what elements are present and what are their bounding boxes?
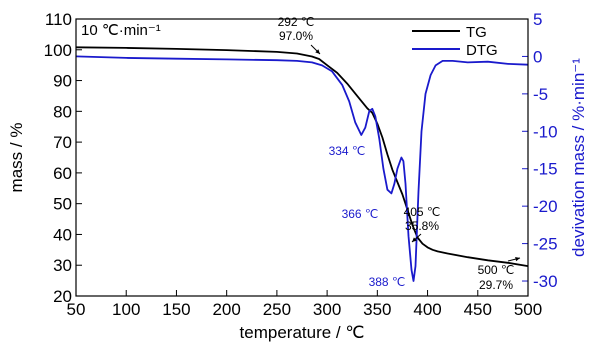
series-tg-line xyxy=(75,46,529,267)
y2-tick-label: -10 xyxy=(533,122,558,141)
y-tick-label: 110 xyxy=(45,10,72,29)
y2-tick-label: -5 xyxy=(533,85,548,104)
annotation-label: 334 ℃ xyxy=(329,144,366,158)
annotation-label: 388 ℃ xyxy=(369,275,406,289)
y2-tick-label: -30 xyxy=(533,272,558,291)
plot-frame xyxy=(75,18,529,297)
annotation-arrowhead xyxy=(515,256,520,262)
x-tick-label: 400 xyxy=(413,300,441,319)
annotation-label: 292 ℃ xyxy=(278,15,315,29)
y-tick-label: 60 xyxy=(53,164,72,183)
annotation-value: 35.8% xyxy=(405,219,439,233)
y-tick-label: 70 xyxy=(53,133,72,152)
y-tick-label: 20 xyxy=(53,287,72,306)
x-tick-label: 100 xyxy=(112,300,140,319)
annotation-label: 366 ℃ xyxy=(342,207,379,221)
legend-dtg-label: DTG xyxy=(466,42,498,59)
x-tick-label: 50 xyxy=(67,300,86,319)
x-tick-label: 200 xyxy=(212,300,240,319)
annotation-label: 405 ℃ xyxy=(404,205,441,219)
y-axis-title: mass / % xyxy=(7,123,26,193)
annotation-label: 500 ℃ xyxy=(478,263,515,277)
series-dtg-line xyxy=(75,55,529,282)
annotation-arrowhead xyxy=(315,49,320,54)
annotation-value: 97.0% xyxy=(279,29,313,43)
y2-tick-label: 5 xyxy=(533,10,542,29)
legend-tg-label: TG xyxy=(466,24,487,41)
y2-tick-label: -15 xyxy=(533,160,558,179)
y-tick-label: 50 xyxy=(53,195,72,214)
y2-tick-label: -20 xyxy=(533,197,558,216)
legend: TG DTG xyxy=(412,24,498,59)
x-tick-label: 500 xyxy=(514,300,542,319)
y-tick-label: 80 xyxy=(53,102,72,121)
y2-axis-title: devivation mass / %·min⁻¹ xyxy=(569,58,588,257)
y-tick-label: 90 xyxy=(53,72,72,91)
x-tick-label: 300 xyxy=(313,300,341,319)
y-tick-label: 30 xyxy=(53,256,72,275)
annotation-value: 29.7% xyxy=(479,278,513,292)
y-tick-label: 100 xyxy=(44,41,72,60)
x-tick-label: 350 xyxy=(363,300,391,319)
y2-tick-label: -25 xyxy=(533,235,558,254)
x-tick-label: 150 xyxy=(162,300,190,319)
y-tick-label: 40 xyxy=(53,225,72,244)
x-tick-label: 450 xyxy=(464,300,492,319)
y2-tick-label: 0 xyxy=(533,47,542,66)
x-tick-label: 250 xyxy=(263,300,291,319)
x-axis-title: temperature / ℃ xyxy=(240,323,365,342)
annotation-arrowhead xyxy=(412,237,417,242)
heating-rate-label: 10 ℃·min⁻¹ xyxy=(81,22,161,39)
